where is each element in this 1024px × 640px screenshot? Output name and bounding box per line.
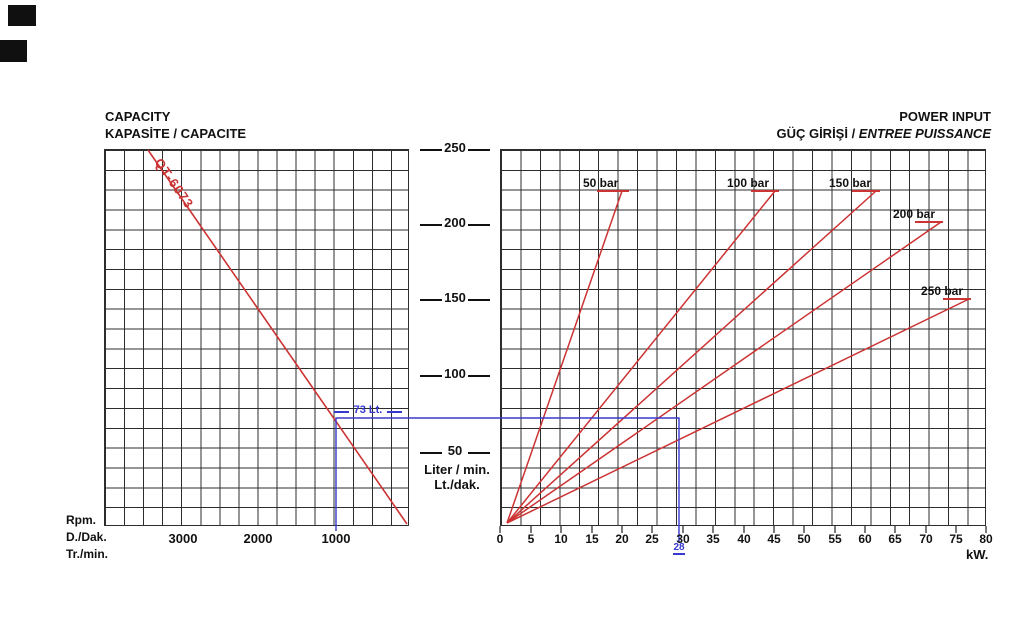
rpm-tick-2000: 2000 xyxy=(243,531,273,546)
rpm-tick-1000: 1000 xyxy=(321,531,351,546)
scale-tick-50: 50 xyxy=(447,443,463,458)
scan-mark xyxy=(8,5,36,26)
kw-tick-40: 40 xyxy=(737,532,751,546)
marked-power-label: 28 xyxy=(664,542,694,555)
kw-tick-65: 65 xyxy=(888,532,902,546)
marked-power-value: 28 xyxy=(673,542,685,555)
marked-flow-label: 73 Lt. xyxy=(353,404,383,416)
power-subtitle-turkish: GÜÇ GİRİŞİ / xyxy=(776,126,859,141)
label-250bar: 250 bar xyxy=(921,284,964,298)
kw-tick-70: 70 xyxy=(919,532,933,546)
kw-tick-30: 30 xyxy=(676,532,690,546)
scale-tick-250: 250 xyxy=(444,140,466,155)
kw-tick-55: 55 xyxy=(828,532,842,546)
scale-unit-line1: Liter / min. xyxy=(424,462,490,477)
kw-tick-10: 10 xyxy=(554,532,568,546)
kw-tick-80: 80 xyxy=(979,532,993,546)
capacity-subtitle: KAPASİTE / CAPACITE xyxy=(105,126,247,141)
rpm-tick-3000: 3000 xyxy=(168,531,198,546)
capacity-title: CAPACITY xyxy=(105,109,171,124)
scan-mark xyxy=(0,40,27,62)
kw-tick-5: 5 xyxy=(527,532,535,546)
label-100bar: 100 bar xyxy=(727,176,770,190)
power-subtitle: GÜÇ GİRİŞİ / ENTREE PUISSANCE xyxy=(691,126,991,141)
scale-tick-200: 200 xyxy=(444,215,466,230)
scale-tick-100: 100 xyxy=(444,366,466,381)
kw-tick-25: 25 xyxy=(645,532,659,546)
scale-tick-150: 150 xyxy=(444,290,466,305)
rpm-caption-line2: D./Dak. xyxy=(66,530,107,544)
kw-tick-45: 45 xyxy=(767,532,781,546)
label-200bar: 200 bar xyxy=(893,207,936,221)
kw-tick-50: 50 xyxy=(797,532,811,546)
label-50bar: 50 bar xyxy=(583,176,619,190)
capacity-grid xyxy=(104,149,409,526)
kw-tick-60: 60 xyxy=(858,532,872,546)
kw-unit-label: kW. xyxy=(966,547,989,562)
kw-tick-15: 15 xyxy=(585,532,599,546)
kw-tick-0: 0 xyxy=(496,532,504,546)
kw-tick-20: 20 xyxy=(615,532,629,546)
kw-tick-35: 35 xyxy=(706,532,720,546)
rpm-caption-line3: Tr./min. xyxy=(66,547,109,561)
scale-unit-line2: Lt./dak. xyxy=(434,477,480,492)
rpm-caption-line1: Rpm. xyxy=(66,513,96,527)
label-150bar: 150 bar xyxy=(829,176,872,190)
power-subtitle-french: ENTREE PUISSANCE xyxy=(858,126,991,141)
kw-tick-75: 75 xyxy=(949,532,963,546)
power-title: POWER INPUT xyxy=(899,109,991,124)
power-grid xyxy=(500,149,986,526)
